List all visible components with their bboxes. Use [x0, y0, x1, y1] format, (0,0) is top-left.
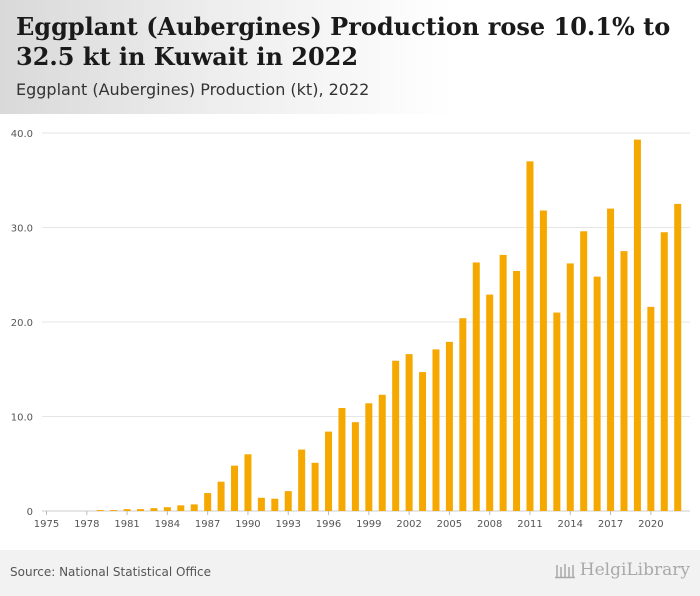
gridlines: 0 10.0 20.0 30.0 40.0 — [11, 129, 690, 518]
x-tick-label: 2008 — [477, 519, 502, 530]
bar-2017[interactable] — [607, 208, 615, 511]
bar-2012[interactable] — [539, 210, 547, 511]
bar-1986[interactable] — [190, 504, 198, 511]
bar-2020[interactable] — [647, 306, 655, 511]
bar-1998[interactable] — [351, 422, 359, 511]
bar-2001[interactable] — [392, 360, 400, 511]
x-tick-label: 1978 — [74, 519, 99, 530]
y-tick-label: 30.0 — [11, 224, 33, 235]
bar-1980[interactable] — [110, 510, 118, 511]
bar-1999[interactable] — [365, 403, 373, 511]
bar-2003[interactable] — [419, 372, 427, 511]
bar-2022[interactable] — [674, 203, 682, 512]
source-note: Source: National Statistical Office — [10, 565, 212, 579]
page-title: Eggplant (Aubergines) Production rose 10… — [16, 12, 671, 71]
bar-1990[interactable] — [244, 454, 252, 511]
bar-2019[interactable] — [633, 139, 641, 511]
bar-1983[interactable] — [150, 508, 158, 511]
y-tick-label: 10.0 — [11, 413, 33, 424]
x-tick-label: 1984 — [155, 519, 180, 530]
x-tick-label: 2020 — [638, 519, 663, 530]
bar-1995[interactable] — [311, 462, 319, 511]
bar-2006[interactable] — [459, 318, 467, 511]
bar-1993[interactable] — [284, 491, 292, 511]
x-tick-label: 1990 — [235, 519, 260, 530]
bar-1979[interactable] — [96, 510, 104, 511]
brand-name: HelgiLibrary — [579, 560, 690, 580]
x-axis-ticks: 1975 1978 1981 1984 1987 1990 1993 1996 1999 2002… — [34, 511, 664, 530]
x-tick-label: 1999 — [356, 519, 381, 530]
bar-1989[interactable] — [231, 465, 239, 511]
x-tick-label: 2011 — [517, 519, 542, 530]
bar-1996[interactable] — [325, 431, 333, 511]
bar-1992[interactable] — [271, 498, 279, 511]
y-tick-label: 40.0 — [11, 129, 33, 140]
bar-2000[interactable] — [378, 394, 386, 511]
bar-2013[interactable] — [553, 312, 561, 511]
bar-chart: 010.020.030.040.0 1975 1978 1981 1984 1987 19… — [11, 129, 690, 530]
x-tick-label: 2017 — [598, 519, 623, 530]
bar-1984[interactable] — [163, 507, 171, 511]
header: Eggplant (Aubergines) Production rose 10… — [0, 0, 700, 114]
bar-1987[interactable] — [204, 493, 212, 511]
footer: Source: National Statistical Office Helg… — [0, 550, 700, 596]
x-tick-label: 2002 — [396, 519, 421, 530]
bars — [96, 139, 682, 512]
y-tick-label: 0 — [27, 507, 33, 518]
bar-1988[interactable] — [217, 481, 225, 511]
bar-2004[interactable] — [432, 349, 440, 511]
x-tick-label: 1981 — [114, 519, 139, 530]
x-tick-label: 2005 — [437, 519, 462, 530]
bar-1981[interactable] — [123, 509, 131, 511]
bar-2005[interactable] — [445, 341, 453, 511]
x-tick-label: 1987 — [195, 519, 220, 530]
x-tick-label: 1996 — [316, 519, 341, 530]
bar-2018[interactable] — [620, 251, 628, 512]
library-icon — [554, 564, 575, 579]
y-tick-label: 20.0 — [11, 318, 33, 329]
bar-1994[interactable] — [298, 449, 306, 511]
bar-2015[interactable] — [580, 231, 588, 511]
bar-2009[interactable] — [499, 254, 507, 511]
bar-2011[interactable] — [526, 161, 534, 511]
x-tick-label: 2014 — [558, 519, 583, 530]
bar-1991[interactable] — [257, 497, 265, 511]
bar-2016[interactable] — [593, 276, 601, 511]
bar-2008[interactable] — [486, 294, 494, 511]
bar-2010[interactable] — [513, 270, 521, 511]
bar-1985[interactable] — [177, 505, 185, 511]
bar-2002[interactable] — [405, 354, 413, 511]
x-tick-label: 1975 — [34, 519, 59, 530]
chart-area: 0 10.0 20.0 30.0 40.0 1975 1978 1981 1984 1987 19… — [0, 114, 700, 550]
bar-1997[interactable] — [338, 408, 346, 511]
chart-subtitle: Eggplant (Aubergines) Production (kt), 2… — [16, 80, 370, 99]
brand-logo[interactable]: HelgiLibrary — [554, 560, 690, 580]
bar-1982[interactable] — [137, 509, 145, 511]
bar-2021[interactable] — [660, 232, 668, 511]
bar-2007[interactable] — [472, 262, 480, 511]
bar-2014[interactable] — [566, 263, 574, 511]
x-tick-label: 1993 — [276, 519, 301, 530]
